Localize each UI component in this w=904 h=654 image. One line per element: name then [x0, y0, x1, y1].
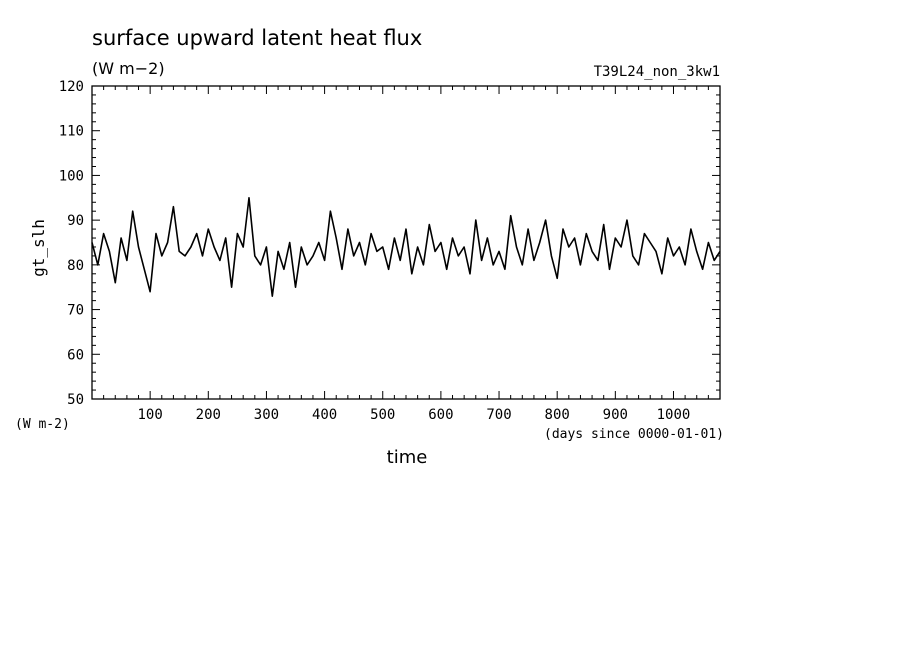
run-label: T39L24_non_3kw1	[594, 64, 720, 80]
plot-frame	[91, 85, 721, 400]
x-tick-label: 200	[196, 407, 221, 423]
x-tick-label: 1000	[657, 407, 691, 423]
y-tick-label: 50	[67, 392, 84, 408]
x-unit-label: (days since 0000-01-01)	[544, 427, 724, 442]
y-tick-label: 80	[67, 258, 84, 274]
x-tick-label: 800	[545, 407, 570, 423]
y-tick-label: 110	[59, 124, 84, 140]
y-tick-label: 100	[59, 168, 84, 184]
series-line	[91, 197, 721, 297]
x-tick-label: 100	[137, 407, 162, 423]
x-tick-label: 400	[312, 407, 337, 423]
y-tick-label: 70	[67, 303, 84, 319]
x-tick-label: 600	[428, 407, 453, 423]
x-tick-label: 900	[603, 407, 628, 423]
y-tick-label: 90	[67, 213, 84, 229]
x-tick-label: 300	[254, 407, 279, 423]
y-tick-label: 60	[67, 347, 84, 363]
chart-title: surface upward latent heat flux	[92, 26, 422, 50]
y-tick-labels: 50 60 70 80 90 100 110 120	[59, 79, 84, 408]
y-axis-label: gt_slh	[29, 219, 48, 277]
y-tick-label: 120	[59, 79, 84, 95]
x-tick-label: 500	[370, 407, 395, 423]
x-tick-label: 700	[486, 407, 511, 423]
chart-units: (W m−2)	[92, 59, 165, 78]
x-axis-label: time	[387, 447, 428, 468]
axis-ticks	[92, 85, 720, 400]
y-unit-label: (W m-2)	[15, 417, 70, 432]
x-tick-labels: 100 200 300 400 500 600 700 800 900 1000	[137, 407, 690, 423]
